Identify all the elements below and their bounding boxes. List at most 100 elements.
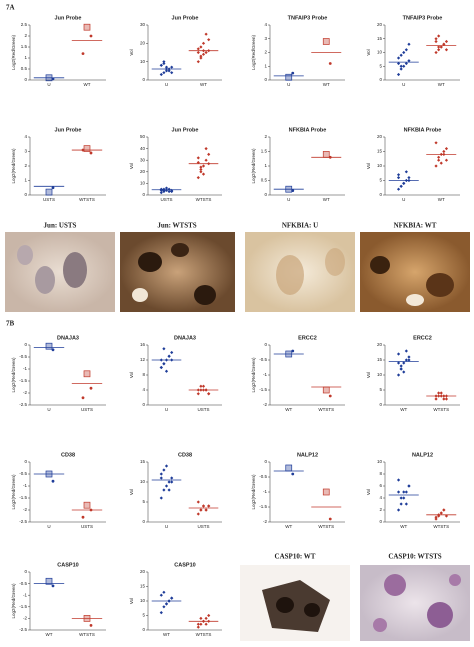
data-point	[207, 38, 211, 42]
data-point	[51, 186, 55, 190]
data-point	[196, 500, 200, 504]
data-point	[159, 472, 163, 476]
image-label: NFKBIA: WT	[394, 222, 437, 230]
data-point	[437, 155, 441, 159]
data-point	[434, 515, 438, 519]
data-point	[396, 478, 401, 482]
data-point	[407, 59, 411, 63]
data-point	[207, 613, 211, 618]
x-tick-label: WTSTS	[196, 632, 212, 637]
y-tick-label: 0	[24, 569, 27, 574]
data-point	[164, 464, 169, 468]
data-point	[399, 184, 403, 188]
data-point	[167, 354, 171, 358]
y-tick-label: 4	[24, 134, 27, 139]
x-tick-label: WT	[285, 524, 292, 529]
y-tick-label: 3	[264, 36, 267, 41]
data-point	[204, 616, 208, 620]
data-point	[199, 616, 203, 620]
data-point	[170, 476, 174, 480]
data-point	[404, 490, 408, 494]
data-point	[207, 504, 211, 508]
chart-title: Jun Probe	[55, 127, 82, 133]
x-tick-label: WT	[400, 524, 407, 529]
y-tick-label: 0	[142, 192, 145, 197]
y-axis-label: Vol	[366, 372, 371, 378]
data-point	[81, 52, 85, 55]
data-point	[402, 181, 406, 186]
data-point	[164, 484, 169, 488]
y-tick-label: 1	[24, 55, 27, 60]
data-point	[437, 158, 441, 162]
y-tick-label: -1	[23, 483, 27, 488]
data-point	[399, 496, 403, 500]
y-tick-label: -1.5	[19, 495, 27, 500]
data-point	[167, 488, 171, 492]
y-tick-label: 10	[377, 163, 383, 168]
data-point	[399, 53, 403, 57]
data-point	[45, 342, 53, 350]
data-point	[159, 191, 163, 195]
y-tick-label: 0	[264, 342, 267, 347]
chart-title: ERCC2	[298, 335, 317, 341]
y-tick-label: 10	[377, 50, 383, 55]
x-tick-label: USTS	[197, 407, 209, 412]
x-tick-label: USTS	[197, 524, 209, 529]
data-point	[207, 392, 211, 396]
x-tick-label: WTSTS	[79, 632, 95, 637]
data-point	[399, 502, 403, 506]
chart-title: NFKBIA Probe	[289, 127, 327, 133]
data-point	[167, 69, 171, 73]
y-axis-label: Vol	[366, 489, 371, 495]
data-point	[399, 67, 403, 71]
data-point	[442, 397, 446, 401]
data-point	[434, 50, 438, 55]
data-point	[437, 45, 441, 49]
data-point	[201, 172, 206, 176]
y-tick-label: 1.5	[21, 44, 28, 49]
data-point	[442, 508, 446, 512]
y-tick-label: 4	[379, 495, 382, 500]
y-tick-label: 15	[377, 357, 383, 362]
data-point	[51, 584, 55, 588]
data-point	[404, 358, 408, 362]
data-point	[396, 508, 401, 512]
y-tick-label: 0	[142, 77, 145, 82]
data-point	[322, 488, 330, 496]
data-point	[196, 47, 200, 51]
data-point	[162, 362, 166, 366]
y-tick-label: 0	[264, 459, 267, 464]
y-tick-label: -1.5	[259, 387, 267, 392]
chart-title: CD38	[178, 452, 192, 458]
data-point	[89, 623, 93, 627]
data-point	[396, 72, 401, 77]
data-point	[399, 367, 403, 371]
y-tick-label: 0	[142, 402, 145, 407]
y-tick-label: 1	[264, 163, 267, 168]
y-axis-label: Log2(Red/Green)	[11, 357, 16, 393]
panel-label: 7A	[6, 4, 15, 12]
data-point	[196, 392, 200, 396]
y-tick-label: 0	[24, 192, 27, 197]
y-axis-label: Log2(Red/Green)	[11, 34, 16, 70]
data-point	[162, 488, 166, 492]
x-tick-label: WTSTS	[318, 407, 334, 412]
data-point	[402, 496, 406, 500]
data-point	[162, 347, 166, 351]
chart-title: CASP10	[57, 562, 78, 568]
y-tick-label: 5	[379, 178, 382, 183]
y-axis-label: Log2(Red/Green)	[11, 474, 16, 510]
data-point	[204, 508, 208, 512]
data-point	[164, 69, 169, 73]
data-point	[159, 63, 163, 67]
data-point	[196, 622, 200, 626]
data-point	[291, 472, 295, 476]
chart-title: NALP12	[297, 452, 318, 458]
x-tick-label: U	[165, 524, 168, 529]
data-point	[89, 34, 93, 38]
data-point	[442, 149, 446, 154]
data-point	[291, 189, 295, 193]
data-point	[199, 622, 203, 626]
data-point	[404, 349, 408, 353]
x-tick-label: U	[287, 197, 290, 202]
